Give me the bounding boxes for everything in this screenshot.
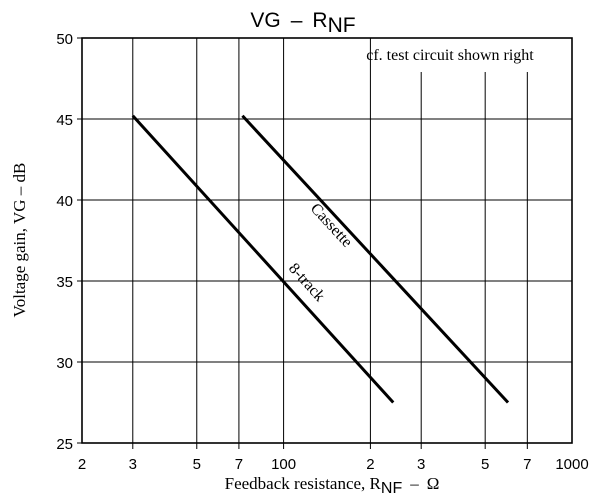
y-tick-label: 50 bbox=[56, 31, 73, 48]
series-line-8-track bbox=[131, 114, 395, 404]
annotation-text: cf. test circuit shown right bbox=[366, 47, 534, 64]
x-tick-label: 7 bbox=[235, 456, 243, 473]
y-tick-label: 30 bbox=[56, 355, 73, 372]
series-label: Cassette bbox=[307, 200, 356, 251]
x-tick-label: 5 bbox=[193, 456, 201, 473]
y-tick-label: 35 bbox=[56, 274, 73, 291]
x-tick-label: 100 bbox=[271, 456, 296, 473]
plot-frame bbox=[81, 37, 573, 444]
x-tick-label: 5 bbox=[481, 456, 489, 473]
y-axis-label: Voltage gain, VG – dB bbox=[10, 163, 29, 318]
x-tick-label: 1000 bbox=[555, 456, 588, 473]
x-tick-label: 7 bbox=[523, 456, 531, 473]
series-line-cassette bbox=[241, 114, 510, 404]
y-tick-label: 40 bbox=[56, 193, 73, 210]
x-axis-label: Feedback resistance, RNF – Ω bbox=[225, 474, 440, 497]
series-label: 8-track bbox=[285, 260, 328, 305]
x-tick-label: 2 bbox=[78, 456, 86, 473]
grid-lines bbox=[77, 37, 572, 449]
chart-title: VG – RNF bbox=[250, 9, 355, 37]
y-tick-label: 45 bbox=[56, 112, 73, 129]
x-tick-label: 3 bbox=[417, 456, 425, 473]
x-tick-label: 3 bbox=[129, 456, 137, 473]
x-tick-label: 2 bbox=[366, 456, 374, 473]
y-tick-label: 25 bbox=[56, 436, 73, 453]
series-lines: 8-track Cassette bbox=[131, 114, 510, 404]
